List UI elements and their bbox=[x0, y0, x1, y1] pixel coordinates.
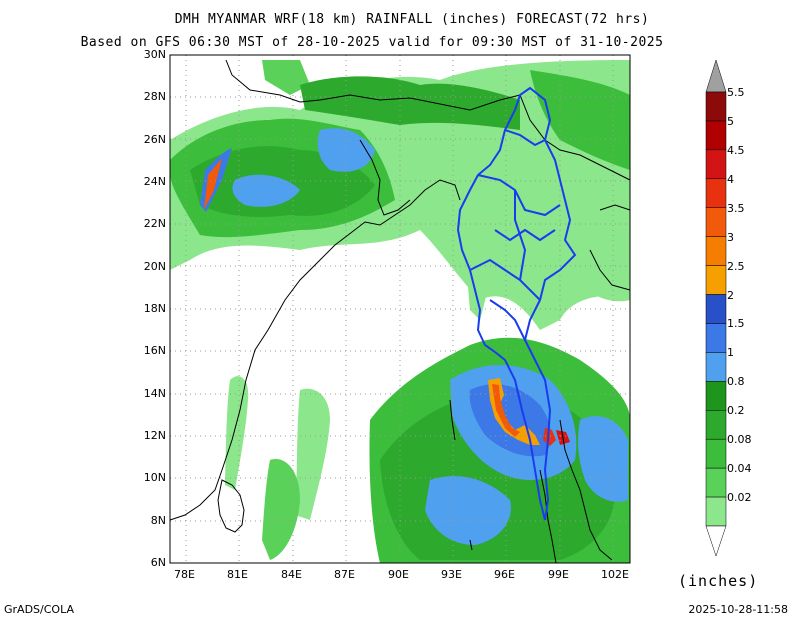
colorbar-swatch bbox=[705, 381, 727, 411]
title-line-2: Based on GFS 06:30 MST of 28-10-2025 val… bbox=[80, 35, 664, 50]
lat-label: 30N bbox=[143, 48, 166, 61]
colorbar-label: 2 bbox=[727, 288, 734, 302]
colorbar-label: 0.08 bbox=[727, 433, 752, 447]
colorbar-label: 0.02 bbox=[727, 491, 752, 505]
lon-label: 81E bbox=[227, 568, 248, 581]
lat-label: 8N bbox=[150, 513, 166, 527]
colorbar-swatch bbox=[705, 294, 727, 324]
colorbar-underflow-triangle bbox=[705, 525, 727, 557]
colorbar-swatch bbox=[705, 438, 727, 469]
lon-label: 84E bbox=[281, 568, 302, 581]
lon-label: 99E bbox=[548, 568, 569, 581]
colorbar-overflow-triangle bbox=[705, 59, 727, 93]
colorbar-label: 0.2 bbox=[727, 404, 745, 418]
colorbar-label: 0.8 bbox=[727, 375, 745, 389]
colorbar-swatch bbox=[705, 467, 727, 498]
myanmar-boundaries bbox=[456, 86, 577, 521]
colorbar-swatch bbox=[705, 178, 727, 208]
colorbar-swatch bbox=[705, 352, 727, 382]
colorbar-label: 2.5 bbox=[727, 259, 745, 273]
graticule bbox=[170, 55, 630, 563]
lat-label: 22N bbox=[143, 217, 166, 231]
colorbar-swatch bbox=[705, 410, 727, 440]
units-label: (inches) bbox=[678, 572, 759, 590]
lon-label: 93E bbox=[441, 568, 462, 581]
colorbar-label: 1 bbox=[727, 346, 734, 360]
colorbar-label: 0.04 bbox=[727, 462, 752, 476]
lat-label: 28N bbox=[143, 90, 166, 104]
colorbar-label: 4 bbox=[727, 172, 734, 186]
lat-label: 20N bbox=[143, 259, 166, 273]
lat-label: 12N bbox=[143, 429, 166, 442]
lat-label: 26N bbox=[143, 132, 166, 146]
colorbar-swatch bbox=[705, 265, 727, 295]
colorbar-label: 3.5 bbox=[727, 201, 745, 215]
colorbar-swatch bbox=[705, 120, 727, 151]
lat-label: 18N bbox=[143, 302, 166, 315]
grads-credit: GrADS/COLA bbox=[4, 603, 74, 616]
colorbar-label: 5.5 bbox=[727, 86, 745, 99]
colorbar-swatch bbox=[705, 91, 727, 122]
lon-label: 78E bbox=[174, 568, 195, 581]
colorbar-swatch bbox=[705, 323, 727, 353]
colorbar-swatch bbox=[705, 496, 727, 527]
lon-label: 96E bbox=[494, 568, 515, 581]
colorbar-swatch bbox=[705, 149, 727, 180]
lon-label: 90E bbox=[388, 568, 409, 581]
map-frame bbox=[169, 54, 631, 564]
colorbar-label: 4.5 bbox=[727, 143, 745, 157]
lat-label: 14N bbox=[143, 386, 166, 400]
lat-label: 6N bbox=[150, 556, 166, 569]
colorbar-swatch bbox=[705, 236, 727, 266]
colorbar-swatch bbox=[705, 207, 727, 237]
coastlines bbox=[169, 59, 631, 564]
timestamp: 2025-10-28-11:58 bbox=[688, 603, 788, 616]
colorbar-label: 1.5 bbox=[727, 317, 745, 331]
lat-label: 10N bbox=[143, 471, 166, 485]
title-line-1: DMH MYANMAR WRF(18 km) RAINFALL (inches)… bbox=[174, 12, 650, 27]
lat-label: 16N bbox=[143, 344, 166, 358]
lon-label: 87E bbox=[334, 568, 355, 581]
lon-label: 102E bbox=[601, 568, 629, 581]
colorbar-label: 5 bbox=[727, 114, 734, 128]
lat-label: 24N bbox=[143, 175, 166, 188]
colorbar-label: 3 bbox=[727, 230, 734, 244]
colorbar bbox=[705, 59, 727, 557]
